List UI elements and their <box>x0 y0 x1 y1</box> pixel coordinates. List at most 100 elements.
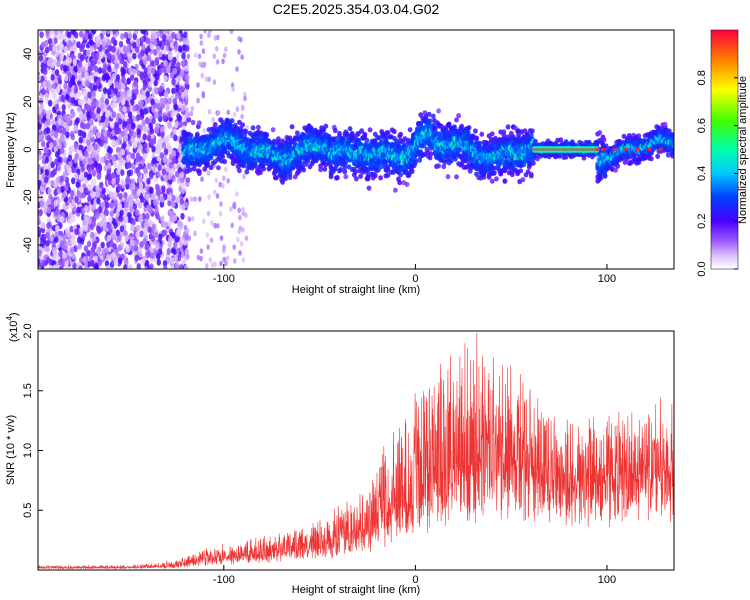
heatmap-cell <box>91 101 96 108</box>
heatmap-cell <box>99 156 105 164</box>
heatmap-cell <box>198 61 202 67</box>
heatmap-cell <box>135 209 140 216</box>
heatmap-cell <box>70 145 75 152</box>
heatmap-cell <box>61 127 67 135</box>
heatmap-cell <box>168 146 173 153</box>
heatmap-cell <box>87 33 93 40</box>
heatmap-cell <box>215 59 220 65</box>
heatmap-cell <box>76 206 81 214</box>
heatmap-cell <box>112 190 118 198</box>
heatmap-cell <box>141 30 146 35</box>
heatmap-cell <box>48 99 53 107</box>
heatmap-cell <box>82 256 87 263</box>
heatmap-cell <box>173 104 178 111</box>
heatmap-cell <box>89 45 94 53</box>
heatmap-cell <box>196 97 200 104</box>
heatmap-cell <box>55 225 60 233</box>
heatmap-cell <box>166 111 172 119</box>
heatmap-cell <box>54 69 60 76</box>
heatmap-cell <box>77 243 82 250</box>
heatmap-cell <box>145 193 150 201</box>
heatmap-cell <box>114 81 119 89</box>
heatmap-cell <box>61 191 67 199</box>
heatmap-cell <box>90 231 95 239</box>
heatmap-cell <box>193 230 197 237</box>
heatmap-cell <box>240 113 244 120</box>
heatmap-cell <box>70 133 75 141</box>
heatmap-cell <box>283 175 289 182</box>
heatmap-cell <box>63 46 68 53</box>
heatmap-cell <box>110 37 116 44</box>
heatmap-cell <box>131 178 136 186</box>
heatmap-cell <box>191 216 195 222</box>
heatmap-cell <box>342 169 348 175</box>
heatmap-cell <box>180 69 184 75</box>
heatmap-cell <box>163 221 168 229</box>
heatmap-cell <box>50 170 56 178</box>
heatmap-cell <box>77 129 83 137</box>
heatmap-cell <box>134 254 139 262</box>
heatmap-cell <box>194 131 200 137</box>
heatmap-cell <box>66 231 71 238</box>
heatmap-cell <box>153 111 159 119</box>
heatmap-cell <box>67 72 72 79</box>
heatmap-cell <box>154 127 160 135</box>
heatmap-cell <box>84 71 89 79</box>
heatmap-cell <box>150 252 155 260</box>
heatmap-cell <box>94 264 99 269</box>
heatmap-cell <box>222 52 227 59</box>
heatmap-cell <box>64 261 69 269</box>
heatmap-cell <box>145 212 150 220</box>
heatmap-cell <box>148 81 153 88</box>
heatmap-cell <box>113 161 118 168</box>
heatmap-cell <box>170 131 175 139</box>
heatmap-cell <box>124 201 129 209</box>
heatmap-cell <box>131 188 136 196</box>
heatmap-cell <box>224 260 228 267</box>
heatmap-cell <box>174 235 179 243</box>
heatmap-cell <box>117 244 122 252</box>
heatmap-cell <box>229 30 234 35</box>
heatmap-cell <box>150 98 155 106</box>
heatmap-cell <box>111 111 117 119</box>
heatmap-cell <box>45 127 50 135</box>
heatmap-cell <box>202 61 207 67</box>
heatmap-cell <box>106 241 111 248</box>
heatmap-cell <box>101 74 107 82</box>
heatmap-cell <box>41 259 46 267</box>
heatmap-cell <box>237 207 241 214</box>
heatmap-cell <box>115 175 121 183</box>
heatmap-cell <box>214 45 219 52</box>
heatmap-cell <box>130 98 135 106</box>
heatmap-cell <box>202 127 206 134</box>
heatmap-cell <box>139 59 144 66</box>
heatmap-cell <box>428 151 434 157</box>
heatmap-cell <box>126 124 131 131</box>
heatmap-cell <box>59 265 64 269</box>
heatmap-cell <box>49 234 54 242</box>
heatmap-cell <box>94 65 99 73</box>
heatmap-cell <box>158 30 164 35</box>
heatmap-cell <box>39 31 44 39</box>
heatmap-cell <box>108 216 113 224</box>
heatmap-cell <box>86 249 91 257</box>
heatmap-cell <box>83 214 89 222</box>
heatmap-cell <box>243 129 249 135</box>
heatmap-cell <box>107 162 112 169</box>
heatmap-cell <box>83 187 88 195</box>
heatmap-cell <box>182 44 187 51</box>
heatmap-dots <box>38 30 674 269</box>
heatmap-cell <box>106 264 111 269</box>
heatmap-cell <box>60 147 65 155</box>
heatmap-cell <box>184 264 189 269</box>
heatmap-cell <box>174 121 179 129</box>
heatmap-cell <box>190 119 196 126</box>
heatmap-cell <box>222 244 226 250</box>
heatmap-cell <box>96 247 101 255</box>
heatmap-cell <box>169 210 175 218</box>
heatmap-cell <box>50 179 55 187</box>
heatmap-cell <box>159 152 164 159</box>
heatmap-cell <box>129 183 134 191</box>
heatmap-cell <box>53 37 58 45</box>
